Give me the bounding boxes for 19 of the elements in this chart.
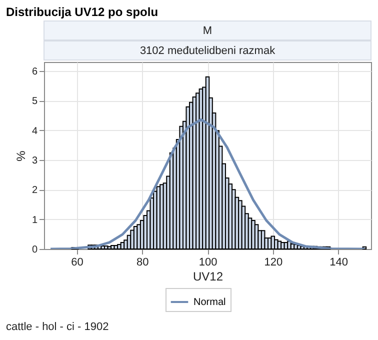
y-tick-label: 3 (32, 155, 38, 166)
chart-title: Distribucija UV12 po spolu (6, 5, 158, 19)
y-tick-label: 1 (32, 214, 38, 226)
legend-label: Normal (194, 297, 226, 308)
y-axis-title: % (14, 150, 28, 162)
text: 3102 međutelidbeni razmak (140, 45, 276, 57)
x-tick-label: 80 (136, 256, 149, 268)
x-tick-label: 100 (198, 256, 218, 268)
y-tick-label: 2 (32, 185, 38, 196)
x-tick-label: 140 (330, 256, 348, 268)
y-tick-label: 5 (32, 96, 38, 108)
x-tick-label: 120 (264, 256, 283, 268)
text: cattle - hol - ci - 1902 (6, 321, 109, 333)
x-axis-title: UV12 (192, 270, 224, 284)
x-tick-label: 60 (71, 256, 84, 268)
text: M (202, 25, 212, 37)
y-tick-label: 6 (32, 66, 38, 78)
y-tick-label: 4 (32, 126, 38, 137)
y-tick-label: 0 (32, 244, 38, 256)
